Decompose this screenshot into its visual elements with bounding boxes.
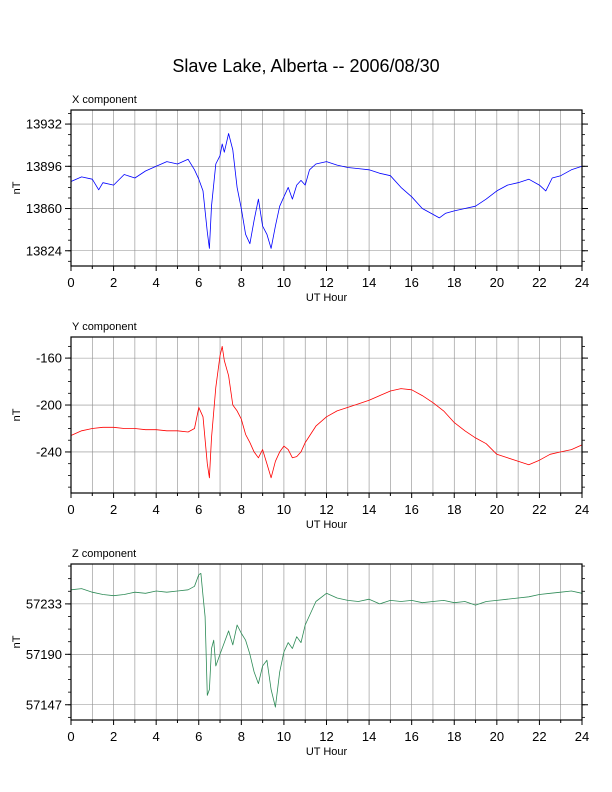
y-y-axis-label: nT [11,408,23,421]
x-x-tick-label: 8 [238,275,245,290]
y-y-tick-label: -200 [36,398,62,413]
z-panel-title: Z component [72,548,136,560]
z-x-tick-label: 12 [319,729,333,744]
x-x-axis-label: UT Hour [306,292,348,304]
z-x-tick-label: 18 [447,729,461,744]
z-x-tick-label: 0 [67,729,74,744]
y-x-tick-label: 8 [238,502,245,517]
z-y-tick-label: 57190 [26,647,62,662]
y-x-tick-label: 24 [575,502,589,517]
y-x-tick-label: 18 [447,502,461,517]
x-x-tick-label: 16 [404,275,418,290]
y-x-tick-label: 2 [110,502,117,517]
x-x-tick-label: 20 [490,275,504,290]
z-x-tick-label: 16 [404,729,418,744]
z-x-tick-label: 6 [195,729,202,744]
y-x-tick-label: 0 [67,502,74,517]
x-y-tick-label: 13860 [26,201,62,216]
x-x-tick-label: 22 [532,275,546,290]
z-x-tick-label: 20 [490,729,504,744]
y-x-tick-label: 22 [532,502,546,517]
page-title: Slave Lake, Alberta -- 2006/08/30 [172,56,440,76]
x-panel-title: X component [72,94,137,106]
x-x-tick-label: 0 [67,275,74,290]
y-x-tick-label: 20 [490,502,504,517]
x-x-tick-label: 2 [110,275,117,290]
y-y-tick-label: -240 [36,444,62,459]
x-x-tick-label: 14 [362,275,376,290]
y-series-line [70,346,583,479]
x-x-tick-label: 12 [319,275,333,290]
z-x-tick-label: 4 [153,729,160,744]
x-y-tick-label: 13896 [26,159,62,174]
y-x-tick-label: 10 [277,502,291,517]
z-y-tick-label: 57147 [26,697,62,712]
z-x-tick-label: 10 [277,729,291,744]
x-x-tick-label: 18 [447,275,461,290]
y-x-tick-label: 6 [195,502,202,517]
x-component-panel: 0 2 4 6 8 10 12 14 16 18 20 22 241382413860138961393… [11,94,589,304]
x-x-tick-label: 24 [575,275,589,290]
y-x-tick-label: 14 [362,502,376,517]
x-series-line [70,133,583,249]
y-x-tick-label: 16 [404,502,418,517]
z-y-axis-label: nT [11,635,23,648]
x-y-tick-label: 13824 [26,243,62,258]
x-y-axis-label: nT [11,181,23,194]
z-x-tick-label: 24 [575,729,589,744]
y-x-tick-label: 12 [319,502,333,517]
z-y-tick-label: 57233 [26,596,62,611]
z-x-tick-label: 22 [532,729,546,744]
x-x-tick-label: 4 [153,275,160,290]
z-x-tick-label: 14 [362,729,376,744]
x-x-tick-label: 6 [195,275,202,290]
y-x-tick-label: 4 [153,502,160,517]
y-y-tick-label: -160 [36,351,62,366]
y-panel-title: Y component [72,321,137,333]
z-series-line [70,573,583,708]
z-x-axis-label: UT Hour [306,746,348,758]
x-y-tick-label: 13932 [26,117,62,132]
z-x-tick-label: 2 [110,729,117,744]
y-x-axis-label: UT Hour [306,519,348,531]
x-x-tick-label: 10 [277,275,291,290]
z-x-tick-label: 8 [238,729,245,744]
